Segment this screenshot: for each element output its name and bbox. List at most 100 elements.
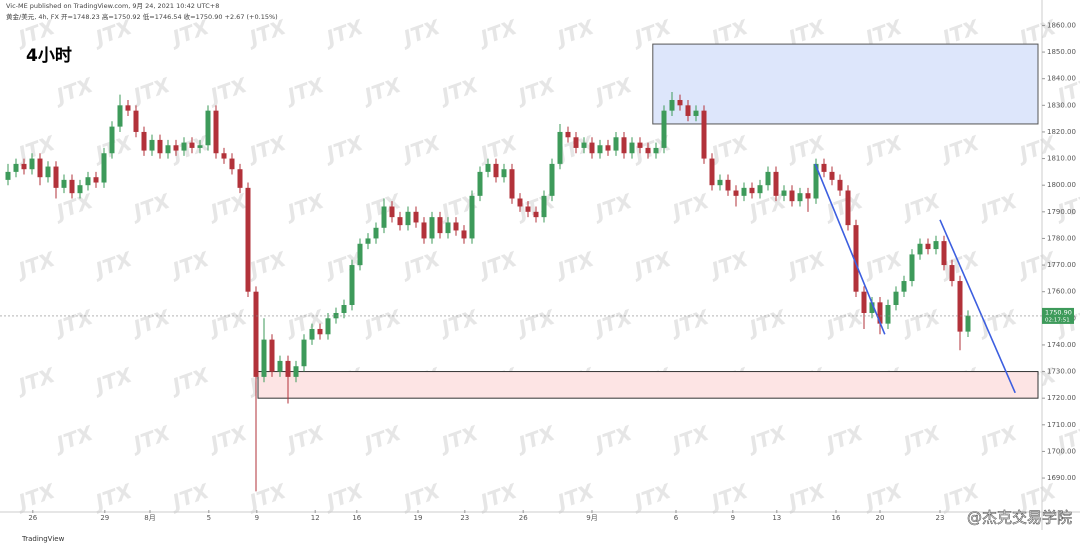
- candle-body: [773, 171, 779, 196]
- candle-body: [341, 304, 347, 313]
- plot: [5, 43, 1039, 492]
- y-tick-label: 1780.00: [1047, 234, 1076, 242]
- candle-body: [301, 339, 307, 367]
- candle-body: [253, 291, 259, 377]
- y-tick-label: 1690.00: [1047, 474, 1076, 482]
- candle-body: [749, 187, 755, 194]
- x-tick-label: 12: [311, 514, 320, 522]
- candle-body: [397, 217, 403, 226]
- candle-body: [685, 105, 691, 116]
- candle-body: [517, 198, 523, 207]
- candle-body: [765, 171, 771, 186]
- candle-body: [461, 230, 467, 239]
- candle-body: [437, 217, 443, 234]
- candle-body: [45, 166, 51, 178]
- x-tick-label: 6: [674, 514, 679, 522]
- candle-body: [701, 110, 707, 159]
- y-tick-label: 1840.00: [1047, 75, 1076, 83]
- candle-body: [525, 206, 531, 212]
- candle-body: [93, 177, 99, 183]
- candle-body: [877, 302, 883, 324]
- x-tick-label: 9: [731, 514, 735, 522]
- candle-body: [637, 142, 643, 148]
- chart-title: 4小时: [26, 46, 72, 66]
- candle-body: [821, 163, 827, 172]
- y-tick-label: 1830.00: [1047, 101, 1076, 109]
- candle-body: [181, 142, 187, 151]
- candle-body: [869, 302, 875, 313]
- candle-body: [797, 193, 803, 202]
- candle-body: [125, 105, 131, 111]
- candle-body: [37, 158, 43, 178]
- candle-body: [365, 238, 371, 244]
- y-tick-label: 1700.00: [1047, 447, 1076, 455]
- candle-body: [405, 211, 411, 226]
- candle-body: [653, 147, 659, 154]
- candle-body: [445, 222, 451, 234]
- y-tick-label: 1810.00: [1047, 155, 1076, 163]
- candle-body: [21, 163, 27, 170]
- candle-body: [597, 145, 603, 154]
- y-tick-label: 1770.00: [1047, 261, 1076, 269]
- candle-body: [317, 328, 323, 335]
- zone: [257, 371, 1039, 399]
- trend-line: [939, 219, 1016, 394]
- candle-body: [357, 243, 363, 266]
- candle-body: [605, 145, 611, 151]
- candle-body: [789, 190, 795, 202]
- candle-body: [165, 145, 171, 154]
- candle-body: [661, 110, 667, 148]
- candle-body: [149, 139, 155, 151]
- candle-body: [853, 225, 859, 292]
- y-tick-label: 1740.00: [1047, 341, 1076, 349]
- candle-body: [917, 243, 923, 255]
- candle-body: [237, 169, 243, 188]
- x-tick-label: 16: [352, 514, 361, 522]
- candle-body: [621, 137, 627, 154]
- candle-body: [453, 222, 459, 231]
- y-tick-label: 1860.00: [1047, 21, 1076, 29]
- candle-body: [189, 142, 195, 148]
- candle-body: [965, 315, 971, 332]
- candle-body: [389, 206, 395, 218]
- candle-body: [885, 304, 891, 324]
- candle-body: [197, 145, 203, 148]
- candle-body: [261, 339, 267, 377]
- last-price-badge: [1042, 307, 1074, 324]
- candle-body: [477, 171, 483, 196]
- x-tick-label: 23: [460, 514, 469, 522]
- candle-body: [421, 222, 427, 239]
- candle-body: [861, 291, 867, 313]
- y-tick-label: 1820.00: [1047, 128, 1076, 136]
- y-tick-label: 1790.00: [1047, 208, 1076, 216]
- candle-body: [269, 339, 275, 372]
- candle-body: [117, 105, 123, 127]
- countdown: 02:17:51: [1045, 317, 1070, 323]
- candle-body: [629, 142, 635, 154]
- candle-body: [101, 153, 107, 183]
- candle-body: [845, 190, 851, 226]
- candle-body: [933, 241, 939, 250]
- x-tick-label: 26: [28, 514, 37, 522]
- candle-body: [645, 147, 651, 154]
- x-tick-label: 23: [936, 514, 945, 522]
- x-tick-label: 5: [207, 514, 211, 522]
- candle-body: [157, 139, 163, 154]
- x-tick-label: 9: [255, 514, 259, 522]
- x-tick-label: 16: [832, 514, 841, 522]
- candle-body: [29, 158, 35, 170]
- y-tick-label: 1760.00: [1047, 288, 1076, 296]
- candle-body: [829, 171, 835, 180]
- candle-body: [493, 163, 499, 178]
- x-tick-label: 9月: [586, 514, 597, 522]
- candle-body: [309, 328, 315, 340]
- x-tick-label: 8月: [144, 514, 155, 522]
- candle-body: [469, 195, 475, 239]
- candle-body: [221, 153, 227, 159]
- candle-body: [141, 131, 147, 151]
- candle-body: [485, 163, 491, 172]
- candle-body: [725, 179, 731, 191]
- y-tick-label: 1720.00: [1047, 394, 1076, 402]
- candle-body: [229, 158, 235, 170]
